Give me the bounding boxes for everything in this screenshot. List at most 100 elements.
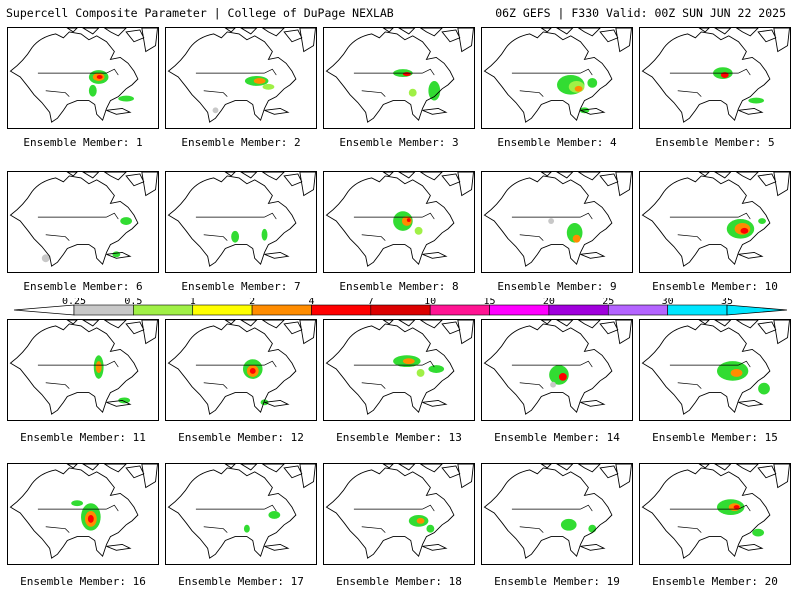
ensemble-member-label: Ensemble Member: 1 [23, 136, 143, 149]
coastline [483, 323, 613, 415]
political-border [669, 68, 751, 76]
colorbar-legend: 0.25 0.5 1 2 4 7 10 15 20 25 30 35 [13, 298, 788, 316]
ensemble-map-panel [7, 463, 159, 565]
ensemble-map-panel [323, 319, 475, 421]
ensemble-map-panel [481, 463, 633, 565]
political-border [361, 90, 386, 97]
political-border [353, 360, 435, 368]
scp-contour [550, 381, 557, 388]
ensemble-member-label: Ensemble Member: 8 [339, 280, 459, 293]
political-border [677, 234, 702, 241]
map-svg [641, 464, 790, 559]
map-svg [9, 464, 158, 559]
political-border [361, 526, 386, 533]
colorbar-right-arrow [726, 304, 788, 316]
coastline [167, 323, 297, 415]
coastline [264, 251, 290, 259]
political-border [511, 360, 593, 368]
scp-contour [560, 518, 577, 531]
colorbar-tick-labels: 0.25 0.5 1 2 4 7 10 15 20 25 30 35 [62, 298, 733, 307]
political-border [519, 526, 544, 533]
coastline [540, 464, 632, 489]
scp-contour [574, 85, 583, 92]
ensemble-member-label: Ensemble Member: 16 [20, 575, 146, 588]
political-border [361, 382, 386, 389]
colorbar-tick-label: 25 [602, 298, 614, 307]
political-border [353, 504, 435, 512]
coastline [167, 467, 297, 559]
coastline [167, 175, 297, 267]
political-border [519, 90, 544, 97]
scp-contour [558, 372, 567, 381]
coastline [264, 107, 290, 115]
colorbar-segment [251, 304, 312, 316]
coastline [106, 251, 132, 259]
political-border [37, 68, 119, 76]
political-border [669, 212, 751, 220]
scp-contour [428, 80, 441, 101]
ensemble-member-label: Ensemble Member: 19 [494, 575, 620, 588]
coastline [66, 320, 158, 345]
scp-contour [588, 524, 597, 533]
political-border [195, 212, 277, 220]
scp-contour [572, 234, 581, 243]
colorbar-tick-label: 15 [484, 298, 496, 307]
ensemble-map-panel [165, 171, 317, 273]
ensemble-map-panel [639, 463, 791, 565]
colorbar-tick-label: 1 [190, 298, 196, 307]
coastline [698, 320, 790, 345]
political-border [677, 526, 702, 533]
map-svg [325, 172, 474, 267]
map-svg [483, 172, 632, 267]
coastline [641, 31, 771, 123]
map-svg [9, 172, 158, 267]
coastline [382, 28, 474, 53]
coastline [66, 172, 158, 197]
ensemble-member-label: Ensemble Member: 6 [23, 280, 143, 293]
map-svg [167, 28, 316, 123]
coastline [738, 543, 764, 551]
scp-contour [720, 72, 729, 78]
coastline [641, 467, 771, 559]
coastline [325, 175, 455, 267]
colorbar-tick-label: 0.25 [62, 298, 86, 307]
coastline [698, 172, 790, 197]
ensemble-member-label: Ensemble Member: 2 [181, 136, 301, 149]
scp-contour [408, 88, 417, 97]
political-border [511, 504, 593, 512]
coastline [106, 543, 132, 551]
political-border [669, 360, 751, 368]
map-svg [641, 320, 790, 415]
ensemble-map-panel [639, 319, 791, 421]
colorbar-tick-label: 35 [721, 298, 733, 307]
coastline [325, 467, 455, 559]
coastline [483, 467, 613, 559]
political-border [203, 526, 228, 533]
political-border [37, 360, 119, 368]
coastline [738, 107, 764, 115]
coastline [9, 175, 139, 267]
political-border [353, 212, 435, 220]
scp-contour [752, 528, 765, 537]
scp-contour [41, 254, 50, 263]
colorbar-segment [548, 304, 609, 316]
ensemble-map-panel [323, 463, 475, 565]
ensemble-member-label: Ensemble Member: 4 [497, 136, 617, 149]
scp-contour [118, 95, 134, 102]
colorbar-tick-label: 20 [543, 298, 555, 307]
coastline [483, 175, 613, 267]
scp-contour [428, 365, 445, 373]
ensemble-map-panel [481, 171, 633, 273]
ensemble-member-label: Ensemble Member: 14 [494, 431, 620, 444]
scp-contour [96, 75, 103, 79]
scp-contour [212, 107, 219, 114]
coastline [641, 323, 771, 415]
ensemble-map-panel [165, 319, 317, 421]
political-border [195, 504, 277, 512]
colorbar-tick-label: 7 [368, 298, 374, 307]
colorbar-segment [192, 304, 253, 316]
colorbar-segments [73, 304, 728, 316]
ensemble-member-label: Ensemble Member: 20 [652, 575, 778, 588]
scp-contour [733, 505, 740, 510]
scp-contour [71, 500, 83, 507]
